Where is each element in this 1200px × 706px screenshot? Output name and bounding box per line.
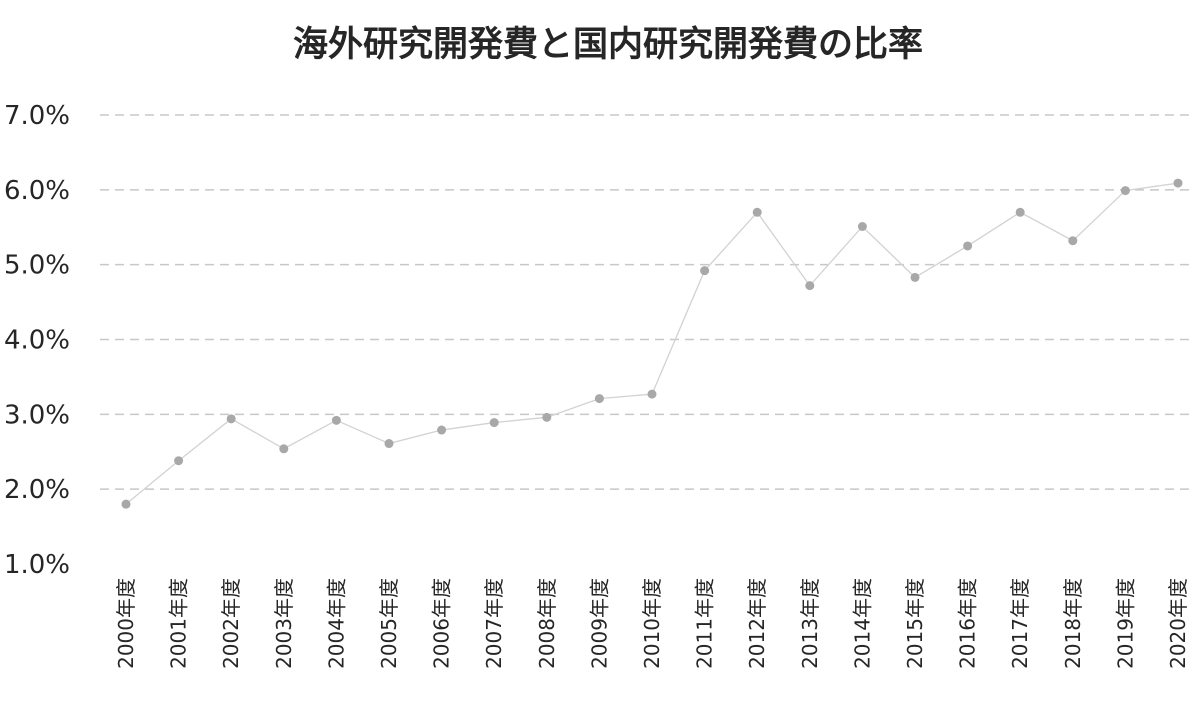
data-point — [1068, 236, 1078, 246]
x-tick-label: 2012年度 — [745, 578, 769, 669]
data-point — [805, 281, 815, 291]
x-tick-label: 2008年度 — [535, 578, 559, 669]
y-tick-label: 6.0% — [4, 176, 70, 206]
x-tick-label: 2011年度 — [693, 578, 717, 669]
x-tick-label: 2001年度 — [167, 578, 191, 669]
y-tick-label: 1.0% — [4, 550, 70, 580]
x-tick-label: 2016年度 — [956, 578, 980, 669]
x-tick-label: 2020年度 — [1166, 578, 1190, 669]
data-point — [857, 222, 867, 232]
data-point — [1015, 207, 1025, 217]
x-tick-label: 2004年度 — [324, 578, 348, 669]
series-lines — [125, 182, 1179, 505]
x-tick-label: 2009年度 — [587, 578, 611, 669]
data-point — [542, 412, 552, 422]
x-tick-label: 2002年度 — [219, 578, 243, 669]
data-point — [963, 241, 973, 251]
series-line — [125, 182, 1179, 505]
data-point — [384, 439, 394, 449]
y-tick-label: 2.0% — [4, 475, 70, 505]
y-tick-label: 4.0% — [4, 326, 70, 356]
data-point — [279, 444, 289, 454]
x-tick-label: 2014年度 — [850, 578, 874, 669]
data-point — [910, 272, 920, 282]
x-tick-label: 2017年度 — [1008, 578, 1032, 669]
data-point — [331, 415, 341, 425]
data-point — [174, 456, 184, 466]
x-tick-label: 2005年度 — [377, 578, 401, 669]
y-axis-tick-labels: 1.0% 2.0% 3.0% 4.0% 5.0% 6.0% 7.0% — [4, 101, 70, 580]
x-tick-label: 2013年度 — [798, 578, 822, 669]
data-point — [1173, 178, 1183, 188]
data-point — [594, 394, 604, 404]
data-point — [489, 418, 499, 428]
series-points — [121, 178, 1183, 509]
x-tick-label: 2006年度 — [430, 578, 454, 669]
data-point — [647, 389, 657, 399]
x-tick-label: 2007年度 — [482, 578, 506, 669]
y-tick-label: 5.0% — [4, 251, 70, 281]
data-point — [752, 207, 762, 217]
y-tick-label: 3.0% — [4, 400, 70, 430]
x-tick-label: 2019年度 — [1113, 578, 1137, 669]
data-point — [700, 266, 710, 276]
x-tick-label: 2003年度 — [272, 578, 296, 669]
x-tick-label: 2000年度 — [114, 578, 138, 669]
data-point — [437, 425, 447, 435]
data-point — [121, 499, 131, 509]
x-axis-tick-labels: 2000年度 2001年度 2002年度 2003年度 2004年度 2005年度 2006… — [114, 578, 1190, 669]
data-point — [226, 414, 236, 424]
x-tick-label: 2015年度 — [903, 578, 927, 669]
x-tick-label: 2010年度 — [640, 578, 664, 669]
chart-title: 海外研究開発費と国内研究開発費の比率 — [293, 25, 923, 65]
gridlines — [100, 114, 1195, 490]
y-tick-label: 7.0% — [4, 101, 70, 131]
x-tick-label: 2018年度 — [1061, 578, 1085, 669]
data-point — [1120, 186, 1130, 196]
